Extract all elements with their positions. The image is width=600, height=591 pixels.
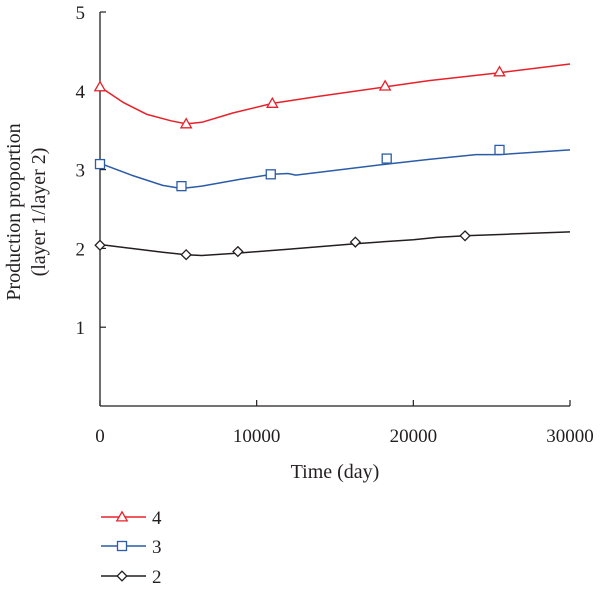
x-tick-label: 20000	[390, 426, 438, 447]
series-line-3	[99, 149, 571, 190]
legend-label-2: 2	[152, 567, 162, 588]
legend-label-4: 4	[152, 508, 162, 529]
legend: 4 3 2	[101, 508, 162, 588]
data-point-2	[232, 245, 244, 258]
legend-marker-2	[116, 570, 128, 582]
data-point-3	[265, 169, 276, 180]
data-point-3	[176, 180, 187, 192]
legend-marker-4	[115, 510, 129, 522]
data-point-2	[94, 239, 106, 251]
y-tick-label: 5	[76, 3, 86, 24]
x-tick-label: 10000	[233, 426, 281, 447]
y-axis-title: Production proportion (layer 1/layer 2)	[3, 123, 50, 300]
y-tick-label: 3	[76, 161, 86, 182]
y-axis-ticks: 1 2 3 4 5	[76, 3, 106, 339]
data-point-4	[179, 117, 193, 129]
series-lines	[99, 63, 571, 257]
data-point-2	[349, 236, 362, 248]
data-point-4	[266, 96, 279, 108]
y-axis-title-line2: (layer 1/layer 2)	[28, 148, 50, 277]
data-point-3	[381, 153, 392, 164]
x-tick-label: 0	[95, 426, 105, 447]
data-point-4	[493, 65, 506, 77]
data-point-3	[94, 158, 106, 170]
x-axis-ticks: 0 10000 20000 30000	[95, 400, 594, 447]
series-line-2	[99, 231, 571, 257]
legend-marker-3	[116, 540, 128, 552]
series-line-4	[99, 63, 571, 125]
legend-label-3: 3	[152, 537, 162, 558]
y-tick-label: 2	[76, 239, 86, 260]
y-axis-title-line1: Production proportion	[3, 123, 25, 300]
x-axis-title: Time (day)	[291, 461, 380, 483]
y-tick-label: 1	[76, 318, 86, 339]
plot-frame	[99, 12, 570, 407]
data-point-4	[93, 80, 107, 92]
series-markers	[93, 65, 506, 261]
data-point-2	[180, 248, 192, 261]
data-point-4	[378, 79, 392, 91]
data-point-2	[459, 230, 471, 242]
y-tick-label: 4	[76, 82, 86, 103]
data-point-3	[494, 144, 505, 156]
x-tick-label: 30000	[546, 426, 594, 447]
